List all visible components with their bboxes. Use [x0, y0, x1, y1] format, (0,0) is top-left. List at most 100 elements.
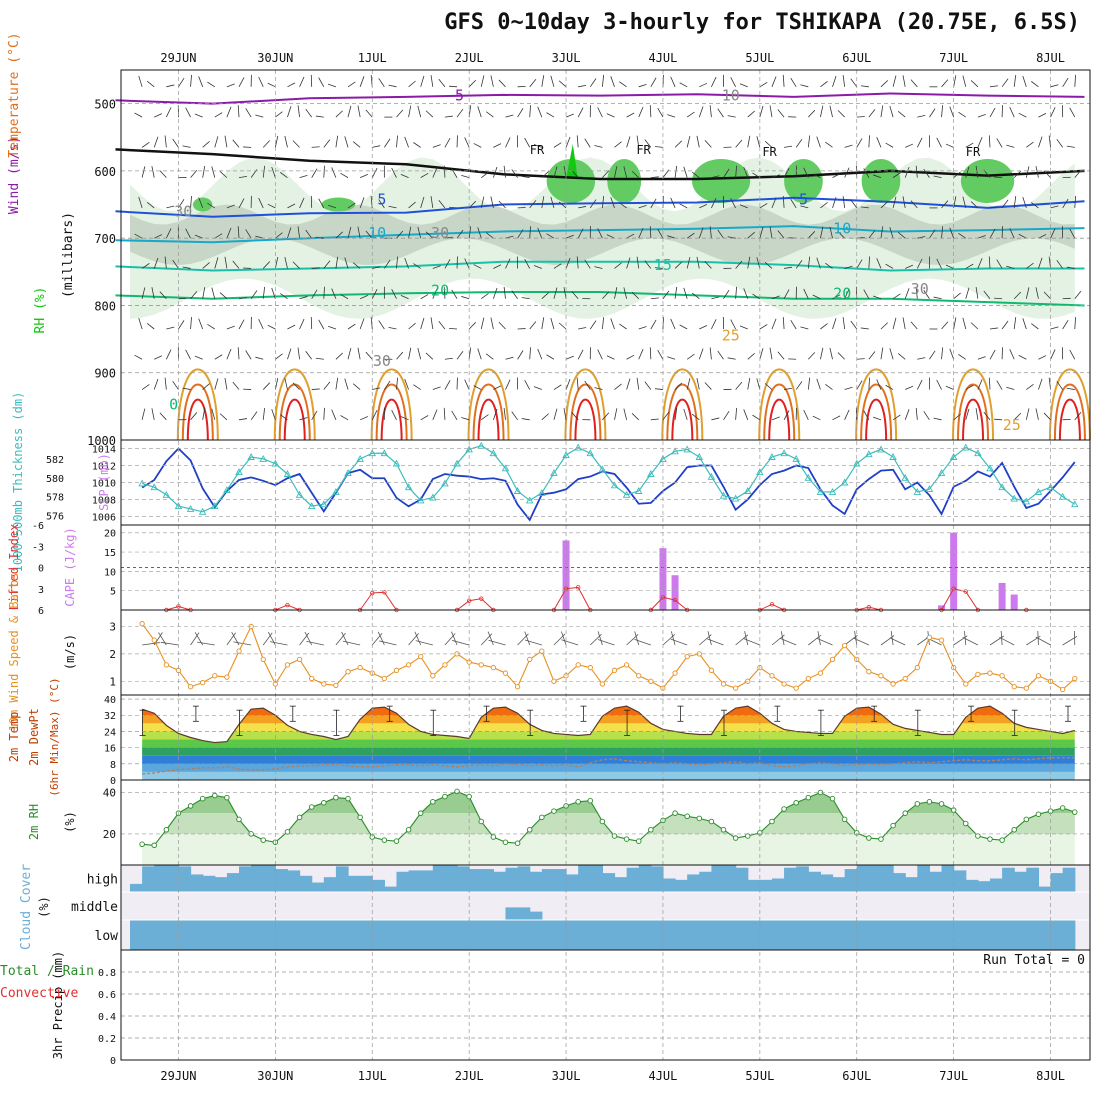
wind-speed-point	[963, 681, 969, 687]
wind-barb	[1056, 381, 1063, 390]
wind-barb	[657, 350, 664, 360]
wind-barb	[141, 263, 150, 269]
wind-barb	[783, 168, 790, 178]
cloud-bar	[481, 869, 494, 892]
wind-barb	[262, 286, 266, 299]
cloud-bar	[1050, 873, 1064, 892]
wind-barb	[323, 139, 331, 148]
wind-barb	[378, 199, 385, 209]
wind-barb	[856, 138, 863, 148]
cloud-bar	[614, 877, 628, 892]
y-tick-label: 1014	[92, 445, 116, 456]
wind-barb	[456, 351, 464, 360]
rh-point	[635, 838, 642, 844]
wind-barb	[280, 293, 288, 300]
li-point	[769, 602, 775, 607]
date-label-bottom: 6JUL	[842, 1069, 871, 1083]
wind-barb	[335, 352, 343, 360]
wind-barb	[443, 165, 446, 178]
contour-label: FR	[530, 143, 545, 157]
wind-barb	[1035, 166, 1039, 178]
rh-point	[381, 837, 388, 843]
thickness-line	[141, 445, 1076, 513]
cloud-bar	[1026, 920, 1040, 950]
wind-barb	[829, 105, 833, 118]
wind-barb	[164, 256, 167, 269]
wind-barb	[850, 78, 858, 88]
wind-barb	[674, 140, 683, 148]
cloud-bar	[820, 920, 834, 950]
wind-barb	[1074, 317, 1077, 330]
wind-barb	[730, 77, 736, 88]
wind-barb	[890, 631, 894, 646]
wind-barb	[606, 234, 615, 239]
wind-barb	[451, 410, 458, 421]
rh-point	[526, 827, 533, 833]
cloud-bar	[626, 920, 640, 950]
wind-barb	[546, 112, 555, 118]
wind-barb	[727, 236, 736, 239]
wind-speed-point	[732, 685, 739, 691]
cloud-bar	[977, 881, 991, 892]
wind-barb	[759, 324, 768, 330]
wind-barb	[958, 354, 966, 360]
thickness-point	[949, 453, 958, 460]
wind-barb	[258, 76, 264, 87]
wind-barb	[487, 631, 494, 646]
wind-barb	[245, 229, 252, 239]
wind-barb	[352, 141, 361, 148]
rh-area-mid	[130, 204, 1075, 266]
wind-barb	[698, 106, 704, 118]
wind-barb	[904, 167, 910, 178]
cloud-bar	[675, 879, 688, 892]
temp-line	[141, 705, 1075, 744]
wind-speed-point	[527, 656, 533, 663]
wind-barb	[829, 226, 833, 239]
wind-barb	[962, 637, 979, 646]
thickness-point	[937, 469, 946, 477]
rh-point	[769, 818, 775, 825]
wind-barb	[711, 198, 717, 209]
wind-barb	[842, 74, 846, 87]
wind-barb	[340, 294, 349, 300]
thickness-point	[538, 488, 546, 496]
wind-barb	[541, 75, 545, 87]
wind-barb	[238, 418, 248, 421]
wind-barb	[377, 631, 385, 646]
wind-barb	[473, 385, 482, 390]
wind-barb	[683, 287, 688, 299]
isotherm-loop	[472, 383, 505, 441]
wind-barb	[915, 165, 918, 178]
wind-barb	[238, 175, 248, 179]
wind-barb	[1074, 412, 1082, 421]
y-tick-label: 40	[103, 786, 116, 799]
wind-barb	[347, 202, 356, 209]
wind-barb	[711, 319, 717, 330]
y-axis-title: 2m RH	[27, 804, 41, 840]
wind-barb	[141, 141, 150, 148]
wind-barb	[832, 173, 841, 178]
wind-barb	[274, 256, 279, 269]
wind-barb	[752, 414, 761, 421]
cloud-bar	[1002, 920, 1015, 950]
wind-barb	[492, 408, 498, 420]
rh-point	[708, 818, 715, 825]
cloud-bar	[348, 875, 361, 892]
wind-speed-point	[1011, 684, 1017, 690]
wind-barb	[194, 234, 203, 239]
wind-barb	[654, 388, 663, 390]
wind-barb	[190, 412, 198, 421]
cloud-bar	[905, 877, 918, 892]
isotherm-line	[115, 92, 1085, 105]
isotherm-loop	[855, 368, 898, 441]
cloud-bar	[844, 869, 858, 892]
thickness-point	[501, 464, 510, 472]
wind-barb	[335, 231, 343, 239]
cloud-bar	[202, 875, 216, 892]
wind-speed-point	[309, 675, 315, 682]
wind-barb	[868, 256, 870, 269]
wind-barb	[929, 229, 936, 239]
wind-barb	[915, 286, 918, 299]
rh-point	[284, 829, 291, 835]
rh-point	[151, 842, 157, 849]
